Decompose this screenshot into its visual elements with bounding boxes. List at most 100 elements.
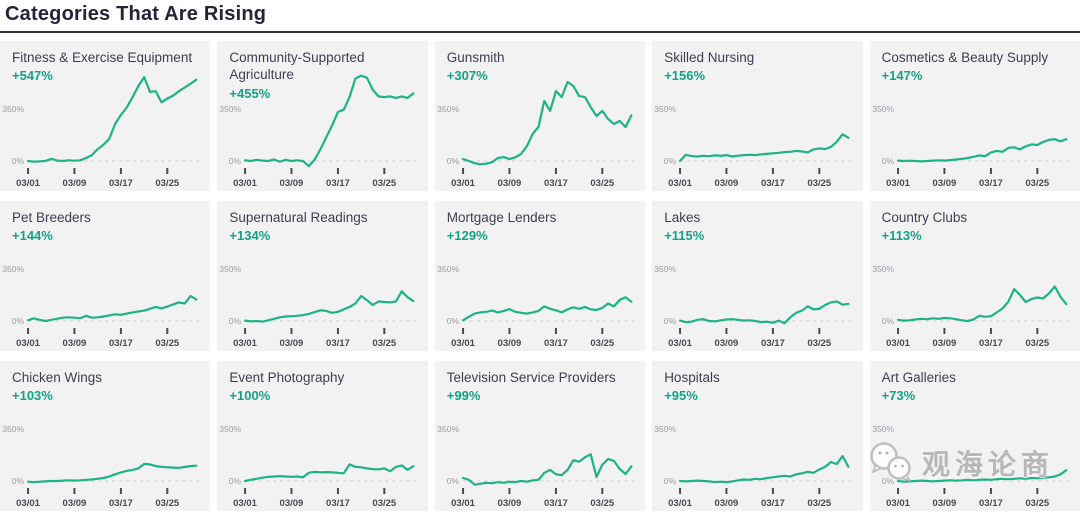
x-tick-label: 03/01 [886,498,911,509]
x-tick-label: 03/09 [932,498,956,509]
category-card[interactable]: Pet Breeders +144% 350% 0% 03/01 03/09 0… [0,201,211,351]
category-title: Fitness & Exercise Equipment [12,50,193,65]
trend-line [896,285,1068,323]
y-axis-label-350: 350% [872,264,894,274]
trend-line [461,453,633,486]
y-axis-label-350: 350% [2,424,24,434]
title-divider [0,31,1080,33]
y-axis-label-0: 0% [447,476,460,486]
y-axis-label-0: 0% [664,156,677,166]
x-tick-label: 03/17 [979,338,1003,349]
sparkline-chart: 350% 0% 03/01 03/09 03/17 03/25 [872,104,1070,189]
sparkline-chart: 350% 0% 03/01 03/09 03/17 03/25 [872,424,1070,509]
x-tick-label: 03/25 [1025,498,1050,509]
x-tick-label: 03/09 [497,178,521,189]
category-title: Chicken Wings [12,370,103,385]
category-change-badge: +103% [12,388,53,404]
sparkline-chart: 350% 0% 03/01 03/09 03/17 03/25 [220,264,418,349]
x-tick-label: 03/17 [544,498,568,509]
y-axis-label-350: 350% [220,104,242,114]
y-axis-label-0: 0% [664,316,677,326]
sparkline-chart: 350% 0% 03/01 03/09 03/17 03/25 [220,74,418,189]
category-card[interactable]: Television Service Providers +99% 350% 0… [434,361,646,511]
y-axis-label-350: 350% [437,424,459,434]
x-tick-label: 03/25 [590,178,615,189]
x-tick-label: 03/01 [451,338,476,349]
x-tick-label: 03/17 [544,338,568,349]
category-card[interactable]: Art Galleries +73% 350% 0% 03/01 03/09 0… [869,361,1080,511]
y-axis-label-350: 350% [2,264,24,274]
y-axis-label-350: 350% [654,424,676,434]
y-axis-label-0: 0% [12,156,25,166]
y-axis-label-350: 350% [220,264,242,274]
x-tick-label: 03/25 [373,498,398,509]
sparkline-chart: 350% 0% 03/01 03/09 03/17 03/25 [220,424,418,509]
category-card[interactable]: Event Photography +100% 350% 0% 03/01 03… [217,361,428,511]
y-axis-label-350: 350% [654,264,676,274]
category-change-badge: +99% [446,388,481,404]
x-tick-label: 03/01 [234,178,259,189]
x-tick-label: 03/17 [544,178,568,189]
x-tick-label: 03/01 [668,498,693,509]
y-axis-label-350: 350% [437,104,459,114]
cards-grid: Fitness & Exercise Equipment +547% 350% … [0,41,1080,511]
sparkline-chart: 350% 0% 03/01 03/09 03/17 03/25 [654,424,853,509]
y-axis-label-350: 350% [437,264,459,274]
x-tick-label: 03/09 [497,338,521,349]
sparkline-chart: 350% 0% 03/01 03/09 03/17 03/25 [872,264,1070,349]
trend-line [896,138,1068,163]
trend-line [461,80,633,166]
category-card[interactable]: Hospitals +95% 350% 0% 03/01 03/09 03/17… [652,361,863,511]
category-card[interactable]: Mortgage Lenders +129% 350% 0% 03/01 03/… [434,201,646,351]
sparkline-chart: 350% 0% 03/01 03/09 03/17 03/25 [2,424,201,509]
category-card[interactable]: Gunsmith +307% 350% 0% 03/01 03/09 03/17… [434,41,646,191]
category-title: Community-Supported Agriculture [229,50,365,83]
category-change-badge: +95% [664,388,698,404]
sparkline-chart: 350% 0% 03/01 03/09 03/17 03/25 [654,264,853,349]
x-tick-label: 03/09 [932,338,956,349]
x-tick-label: 03/25 [373,338,398,349]
category-card[interactable]: Cosmetics & Beauty Supply +147% 350% 0% … [869,41,1080,191]
trend-line [244,463,415,483]
x-tick-label: 03/09 [715,338,739,349]
category-change-badge: +100% [229,388,271,404]
trend-line [244,290,415,323]
sparkline-chart: 350% 0% 03/01 03/09 03/17 03/25 [2,264,201,349]
category-title: Mortgage Lenders [446,210,557,225]
x-tick-label: 03/01 [886,338,911,349]
x-tick-label: 03/17 [109,338,133,349]
x-tick-label: 03/25 [155,178,180,189]
category-card[interactable]: Chicken Wings +103% 350% 0% 03/01 03/09 … [0,361,211,511]
x-tick-label: 03/09 [63,338,87,349]
x-tick-label: 03/01 [16,498,41,509]
y-axis-label-0: 0% [12,476,25,486]
sparkline-chart: 350% 0% 03/01 03/09 03/17 03/25 [2,75,201,189]
category-title: Art Galleries [881,370,956,385]
x-tick-label: 03/17 [979,178,1003,189]
category-title: Supernatural Readings [229,210,368,225]
x-tick-label: 03/09 [715,178,739,189]
x-tick-label: 03/17 [326,338,350,349]
x-tick-label: 03/01 [234,498,259,509]
y-axis-label-0: 0% [881,156,894,166]
sparkline-chart: 350% 0% 03/01 03/09 03/17 03/25 [437,424,636,509]
category-change-badge: +156% [664,68,706,84]
category-card[interactable]: Skilled Nursing +156% 350% 0% 03/01 03/0… [652,41,863,191]
y-axis-label-350: 350% [2,104,24,114]
category-change-badge: +73% [881,388,916,404]
category-card[interactable]: Lakes +115% 350% 0% 03/01 03/09 03/17 03… [652,201,863,351]
category-change-badge: +144% [12,228,53,244]
trend-line [26,294,198,323]
category-title: Cosmetics & Beauty Supply [881,50,1049,65]
category-title: Gunsmith [446,50,505,65]
category-card[interactable]: Community-Supported Agriculture +455% 35… [217,41,428,191]
category-card[interactable]: Supernatural Readings +134% 350% 0% 03/0… [217,201,428,351]
category-card[interactable]: Fitness & Exercise Equipment +547% 350% … [0,41,211,191]
x-tick-label: 03/09 [63,178,87,189]
x-tick-label: 03/01 [234,338,259,349]
x-tick-label: 03/17 [761,338,785,349]
trend-line [679,300,850,325]
x-tick-label: 03/09 [715,498,739,509]
category-card[interactable]: Country Clubs +113% 350% 0% 03/01 03/09 … [869,201,1080,351]
y-axis-label-0: 0% [229,156,242,166]
